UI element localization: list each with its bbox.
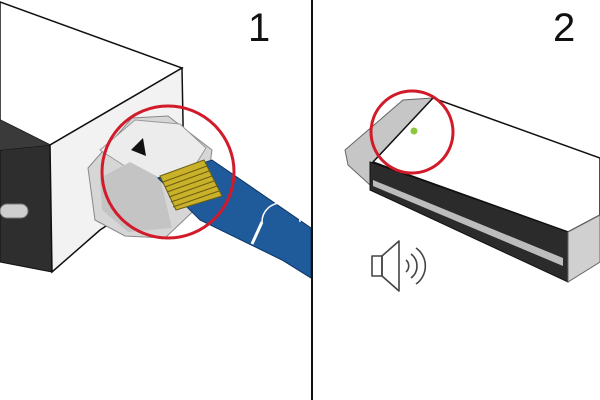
- indicator-led: [410, 127, 418, 135]
- strip-contacts: [159, 159, 223, 211]
- highlight-circle-led: [369, 89, 455, 175]
- panel-divider: [311, 0, 313, 400]
- step-2-panel: 2: [313, 0, 600, 400]
- meter-side-slot: [0, 203, 29, 219]
- meter-groove: [373, 180, 563, 266]
- step-1-illustration: [0, 1, 311, 279]
- step-2-illustration: [344, 89, 600, 292]
- arrow-icon: [131, 138, 146, 156]
- step-number-2: 2: [553, 6, 576, 50]
- step-number-1: 1: [248, 6, 271, 50]
- highlight-circle-port: [100, 104, 236, 240]
- step-1-panel: 1: [0, 1, 311, 279]
- speaker-icon: [371, 240, 427, 292]
